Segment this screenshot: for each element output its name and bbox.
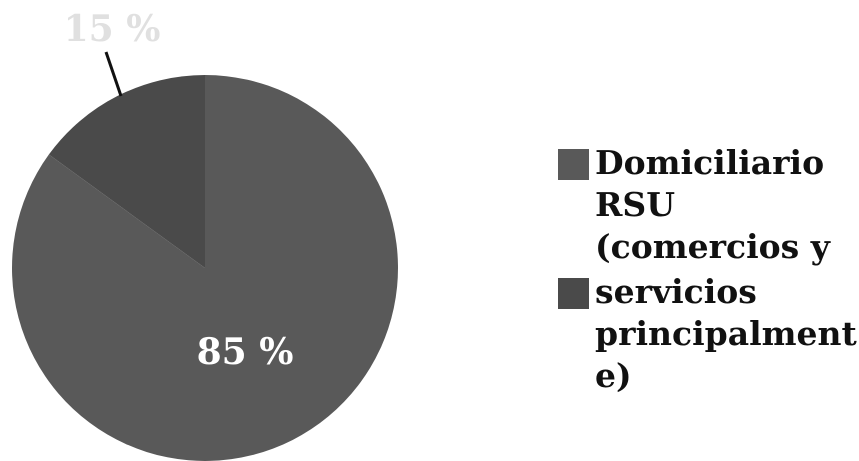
pie-slice	[48, 75, 206, 268]
legend-marker	[558, 278, 589, 309]
data-label: 85 %	[197, 331, 294, 373]
legend-marker	[558, 149, 589, 180]
leader-line	[104, 51, 123, 97]
data-label: 15 %	[64, 8, 161, 50]
pie-slice	[11, 75, 398, 461]
legend-label: servicios principalment e)	[595, 272, 858, 395]
legend-label: Domiciliario RSU (comercios y	[595, 143, 831, 266]
